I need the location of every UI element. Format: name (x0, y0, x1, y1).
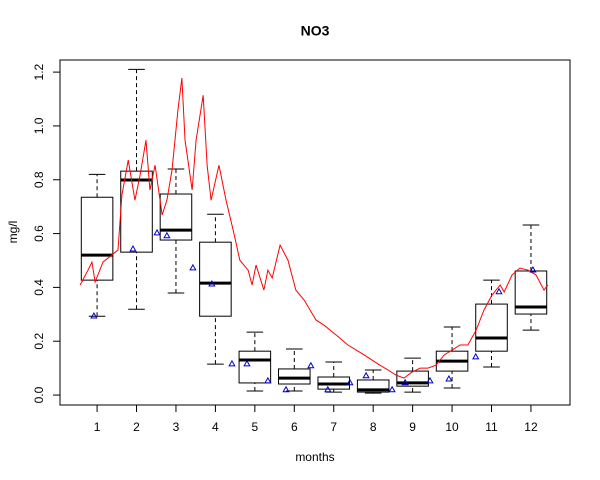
point (426, 376, 434, 384)
box (120, 170, 153, 253)
box (396, 370, 429, 387)
point (472, 352, 480, 360)
x-tick-label: 4 (212, 420, 219, 434)
y-tick-label: 0.4 (32, 279, 46, 296)
x-tick-label: 2 (133, 420, 140, 434)
y-tick-label: 0.0 (32, 386, 46, 403)
point (495, 287, 503, 295)
point (388, 385, 396, 393)
point (129, 244, 137, 252)
y-tick-label: 1.0 (32, 117, 46, 134)
box (356, 379, 390, 393)
x-tick-label: 9 (409, 420, 416, 434)
x-tick-label: 12 (524, 420, 538, 434)
x-tick-label: 8 (370, 420, 377, 434)
x-tick-label: 11 (485, 420, 498, 434)
box (199, 241, 232, 317)
y-axis-label: mg/l (6, 221, 20, 244)
x-tick-label: 7 (330, 420, 337, 434)
point (228, 359, 236, 367)
x-tick-label: 6 (291, 420, 298, 434)
point (90, 311, 98, 319)
point (243, 359, 251, 367)
x-tick-label: 1 (94, 420, 101, 434)
line (79, 77, 549, 379)
plot-frame (59, 59, 571, 406)
point (208, 279, 216, 287)
box (475, 303, 508, 352)
point (264, 376, 272, 384)
x-axis-label: months (295, 450, 334, 464)
point (163, 231, 171, 239)
point (362, 371, 370, 379)
x-tick-label: 5 (252, 420, 259, 434)
box (80, 196, 114, 281)
point (153, 228, 161, 236)
point (282, 385, 290, 393)
box (238, 350, 272, 384)
point (346, 378, 354, 386)
box (159, 193, 193, 241)
point (307, 361, 315, 369)
y-tick-label: 0.6 (32, 225, 46, 242)
point (529, 265, 537, 273)
y-tick-label: 1.2 (32, 63, 46, 80)
y-tick-label: 0.8 (32, 171, 46, 188)
box (278, 368, 311, 385)
x-tick-label: 10 (445, 420, 459, 434)
x-tick-label: 3 (173, 420, 180, 434)
point (445, 374, 453, 382)
point (401, 378, 409, 386)
point (324, 385, 332, 393)
y-tick-label: 0.2 (32, 333, 46, 350)
point (189, 263, 197, 271)
chart-title: NO3 (301, 23, 330, 39)
